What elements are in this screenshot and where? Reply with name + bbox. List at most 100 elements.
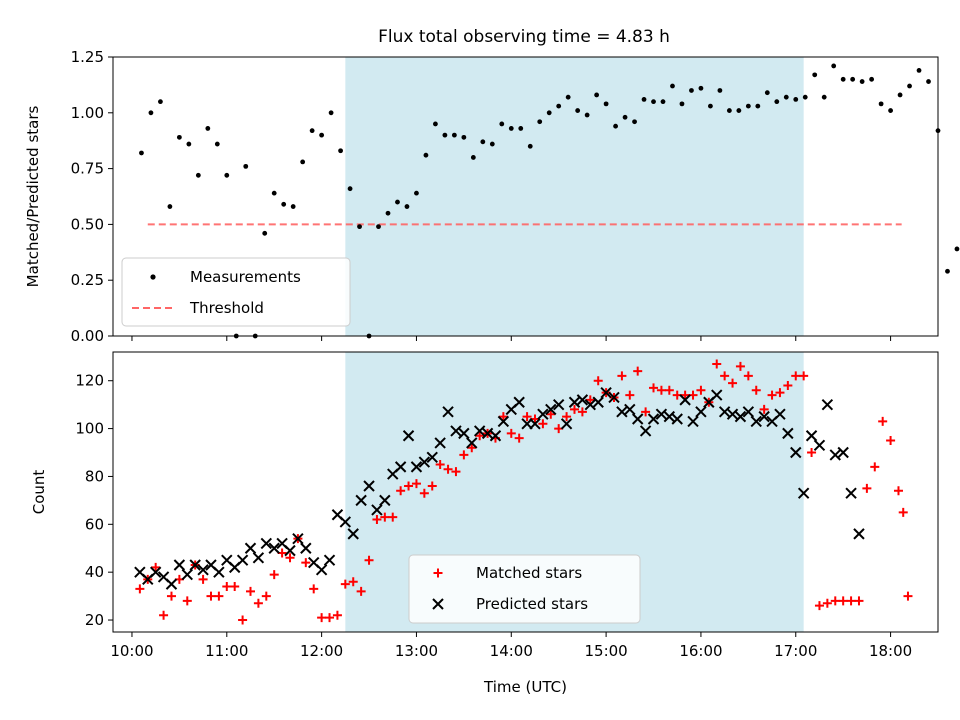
count-legend-box <box>408 554 641 624</box>
predicted-star-point <box>537 408 549 420</box>
measurement-point <box>385 210 391 216</box>
measurement-point <box>945 268 950 274</box>
ratio-panel-frame <box>112 56 939 337</box>
matched-star-point <box>846 596 856 606</box>
legend-matched-marker <box>433 568 443 578</box>
matched-star-point <box>467 443 477 453</box>
matched-star-point <box>404 481 414 491</box>
predicted-star-point <box>434 437 446 449</box>
measurement-point <box>404 204 410 209</box>
matched-star-point <box>419 488 429 498</box>
matched-star-point <box>735 361 745 371</box>
matched-star-point <box>443 464 453 474</box>
predicted-star-point <box>529 418 541 430</box>
measurement-point <box>745 103 751 109</box>
measurement-point <box>281 201 287 207</box>
predicted-star-point <box>711 389 723 401</box>
predicted-star-point <box>197 564 209 576</box>
observing-window-shade <box>345 57 804 336</box>
ratio-axes: 0.00 0.25 0.50 0.75 1.00 1.25 <box>71 48 892 345</box>
predicted-star-point <box>260 537 273 550</box>
predicted-star-point <box>355 494 367 507</box>
measurement-point <box>793 97 799 102</box>
measurement-point <box>546 110 552 116</box>
predicted-star-point <box>189 559 201 571</box>
predicted-star-point <box>244 542 257 554</box>
predicted-star-point <box>363 480 375 492</box>
x-tick-label: 14:00 <box>490 642 533 660</box>
predicted-star-point <box>418 456 431 468</box>
measurement-point <box>508 126 514 131</box>
predicted-star-point <box>513 396 525 408</box>
matched-star-point <box>862 483 872 493</box>
measurement-point <box>262 230 268 236</box>
measurement-point <box>594 92 600 98</box>
matched-star-point <box>238 615 248 625</box>
predicted-star-point <box>576 394 589 406</box>
measurement-point <box>850 76 856 82</box>
predicted-star-point <box>300 542 312 554</box>
matched-star-point <box>340 579 350 589</box>
measurement-point <box>205 126 211 131</box>
matched-star-point <box>903 591 913 601</box>
measurement-point <box>499 121 505 127</box>
count-panel-frame <box>112 351 939 633</box>
measurement-point <box>158 99 163 105</box>
matched-star-point <box>743 371 753 381</box>
matched-star-point <box>585 395 595 405</box>
predicted-star-point <box>426 451 438 464</box>
measurement-point <box>319 132 325 138</box>
predicted-star-point <box>853 528 865 540</box>
measurement-point <box>347 186 353 192</box>
ratio-y-tick-label: 0.75 <box>71 160 104 178</box>
chart-title: Flux total observing time = 4.83 h <box>378 27 670 47</box>
measurement-point <box>641 97 647 102</box>
predicted-star-point <box>790 446 802 459</box>
predicted-star-point <box>624 403 636 416</box>
measurement-point <box>518 126 524 131</box>
predicted-star-point <box>497 415 510 428</box>
legend-measurements-marker <box>150 274 156 280</box>
predicted-star-point <box>608 391 620 404</box>
count-y-tick-label: 120 <box>75 372 104 390</box>
matched-star-point <box>625 390 635 400</box>
matched-star-point <box>633 366 643 376</box>
predicted-star-point <box>616 406 628 418</box>
x-tick-label: 10:00 <box>110 642 153 660</box>
predicted-star-point <box>149 566 162 578</box>
matched-star-point <box>253 598 263 608</box>
measurement-point <box>167 204 173 209</box>
legend-predicted-label: Predicted stars <box>476 595 588 613</box>
measurement-point <box>442 132 448 138</box>
predicted-star-point <box>173 559 186 571</box>
measurement-point <box>812 72 818 78</box>
matched-star-point <box>893 486 903 496</box>
matched-star-point <box>814 601 824 611</box>
predicted-star-point <box>600 386 612 399</box>
matched-star-point <box>514 433 524 443</box>
matched-star-point <box>759 404 769 414</box>
predicted-star-point <box>782 427 794 440</box>
predicted-star-point <box>726 408 739 420</box>
predicted-star-point <box>584 398 597 411</box>
measurement-point <box>300 159 306 165</box>
predicted-star-point <box>379 494 391 507</box>
matched-star-point <box>230 582 240 592</box>
matched-star-point <box>799 371 809 381</box>
matched-star-point <box>878 416 888 426</box>
predicted-star-point <box>695 406 707 418</box>
matched-star-point <box>411 479 421 489</box>
legend-predicted-marker <box>432 598 444 610</box>
measurement-point <box>831 63 837 69</box>
measurement-point <box>926 79 931 84</box>
matched-star-point <box>459 450 469 460</box>
matched-star-point <box>751 385 761 395</box>
predicted-star-point <box>592 396 604 408</box>
measurement-point <box>195 172 201 178</box>
predicted-star-point <box>742 406 755 418</box>
matched-star-point <box>356 586 366 596</box>
measurement-point <box>224 172 230 178</box>
matched-star-point <box>301 558 311 568</box>
matched-star-point <box>269 570 279 580</box>
matched-star-point <box>886 436 896 446</box>
